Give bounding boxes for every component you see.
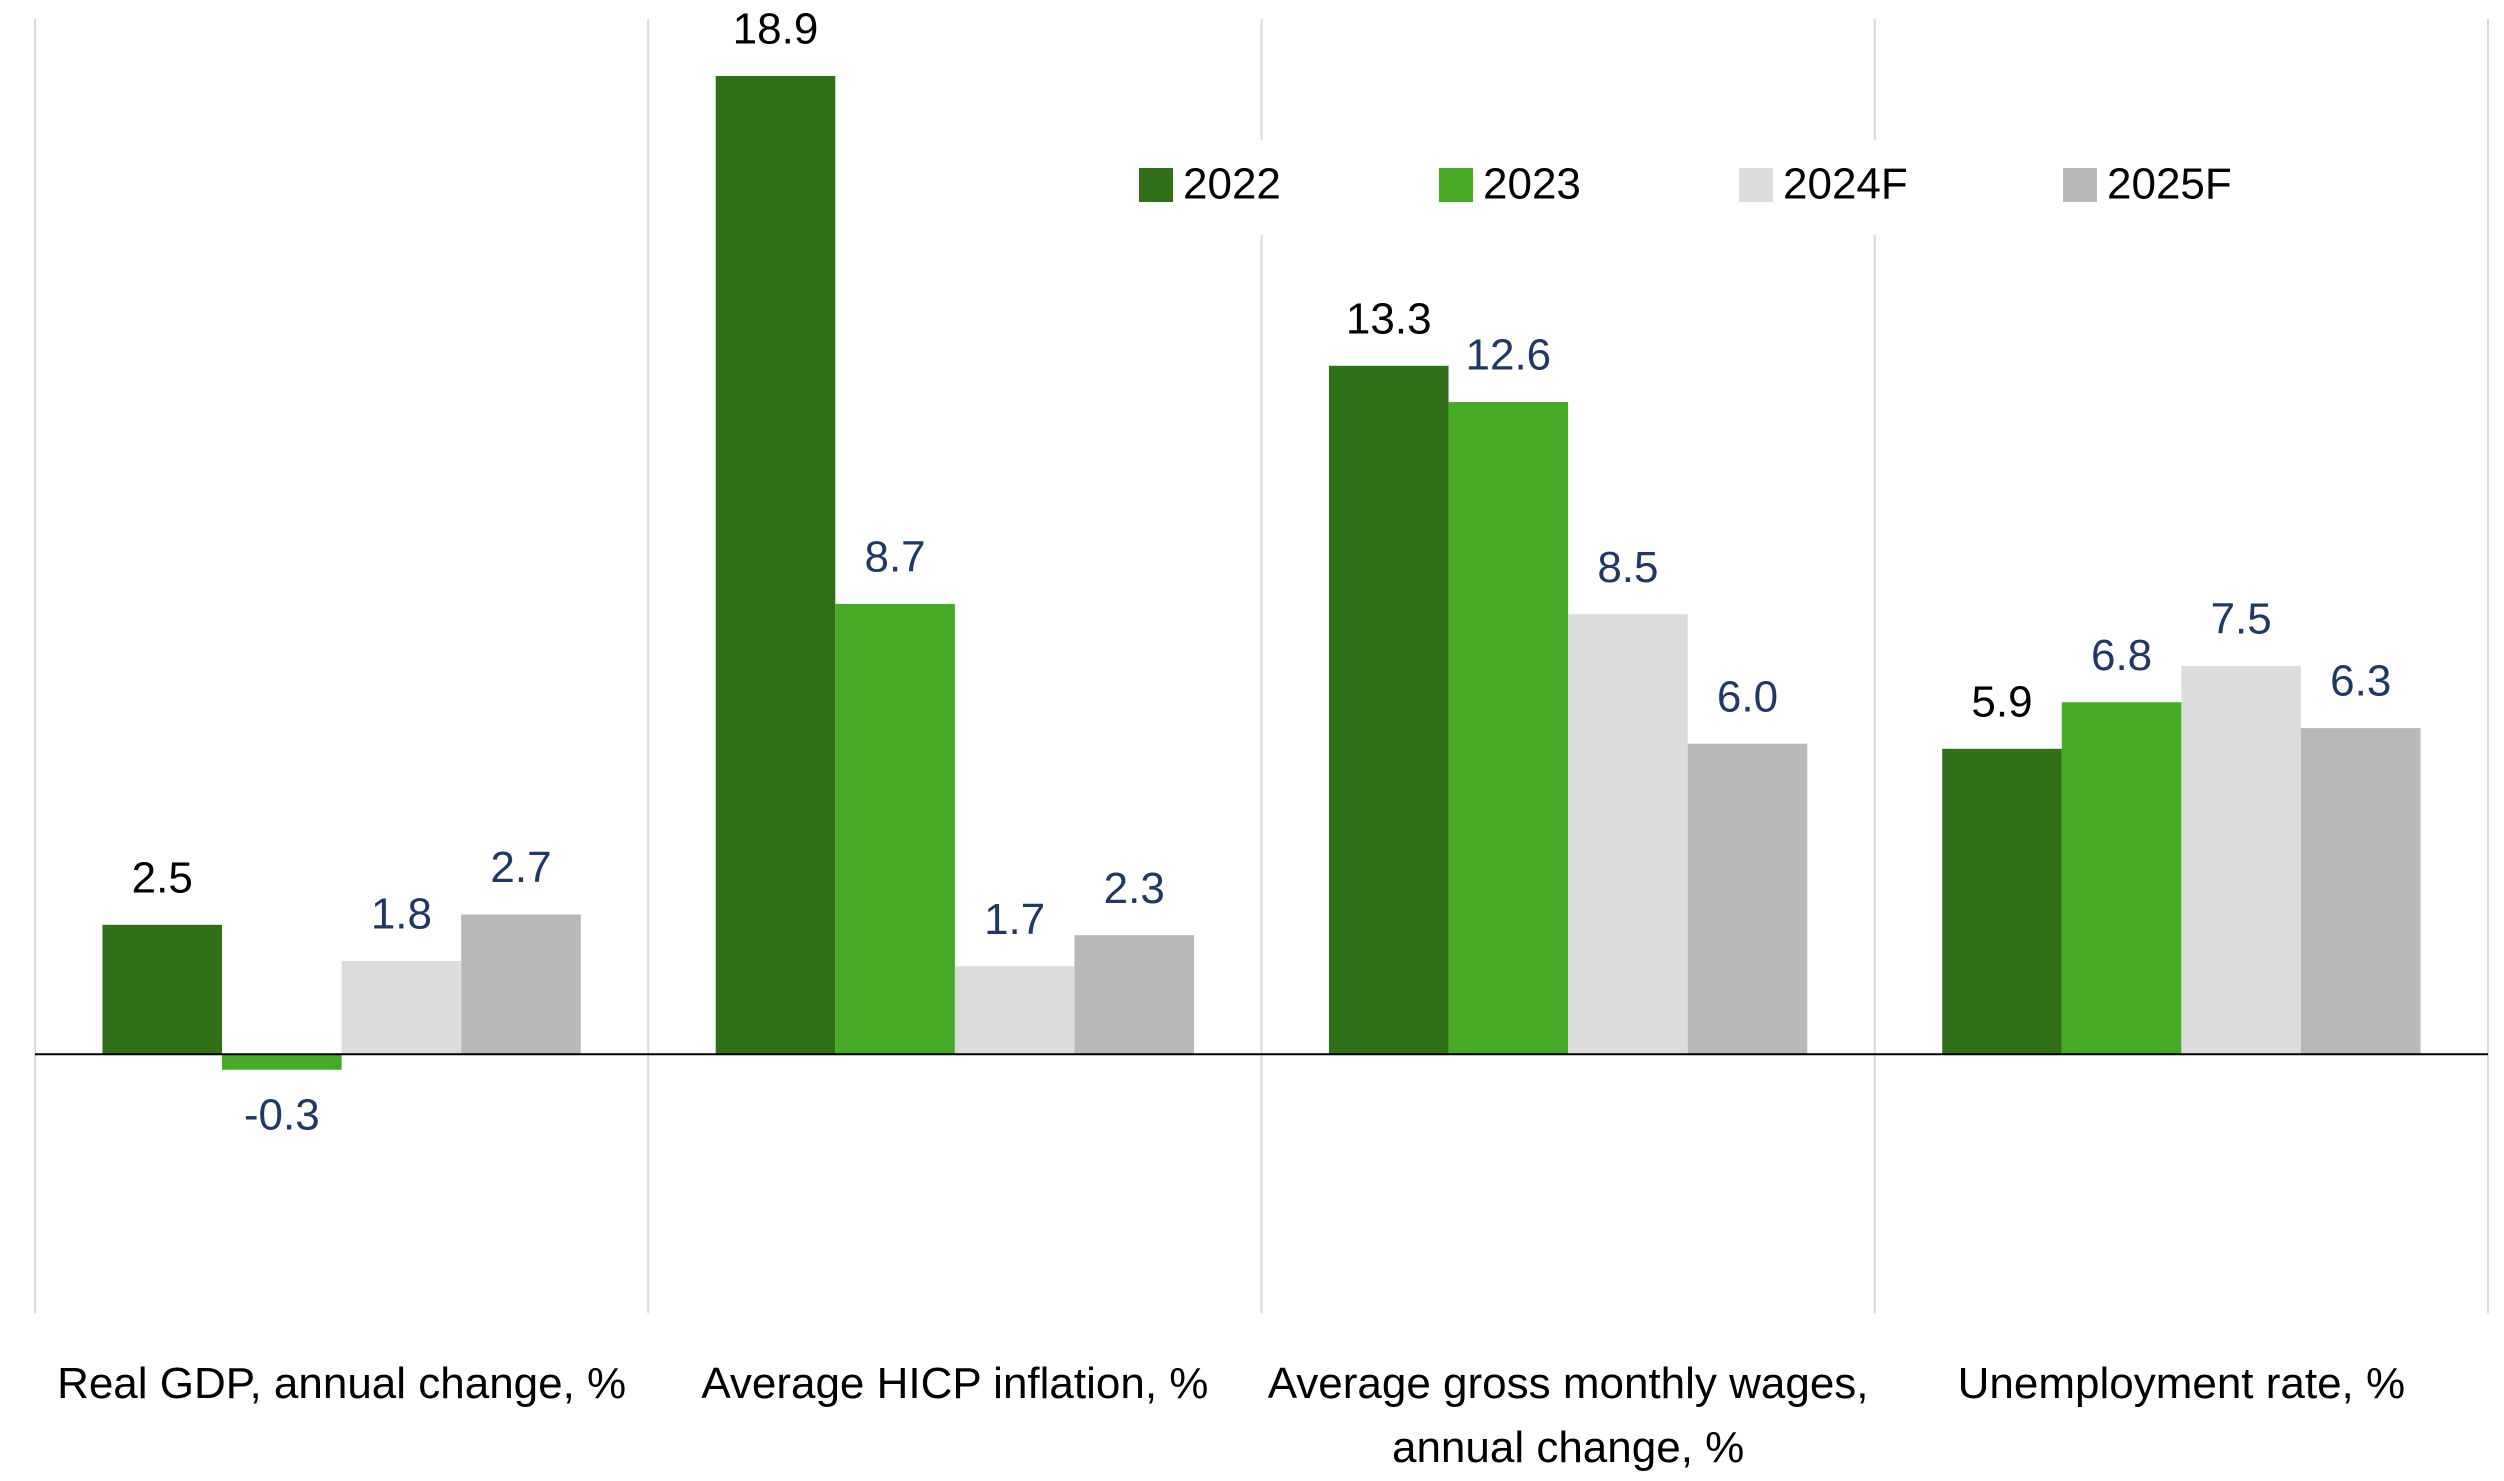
data-label: 7.5 (2211, 595, 2272, 644)
bar (102, 924, 223, 1055)
legend-label: 2023 (1483, 160, 1581, 209)
data-label: 6.0 (1717, 672, 1778, 721)
bar (2061, 702, 2182, 1055)
bar (1568, 614, 1688, 1055)
data-label: 2.3 (1104, 864, 1165, 913)
data-label: -0.3 (244, 1090, 320, 1139)
data-label: 5.9 (1971, 677, 2032, 726)
legend-swatch (1739, 168, 1773, 202)
data-label: 8.7 (864, 533, 925, 582)
bar (2300, 728, 2421, 1055)
data-label: 2.7 (490, 843, 551, 892)
legend-swatch (1139, 168, 1173, 202)
bar (1942, 748, 2062, 1055)
category-label: Average HICP inflation, % (701, 1359, 1209, 1408)
legend-swatch (2063, 168, 2097, 202)
data-label: 6.8 (2091, 631, 2152, 680)
data-label: 8.5 (1597, 543, 1658, 592)
data-label: 18.9 (733, 5, 819, 54)
bar (2181, 666, 2301, 1055)
bar (954, 966, 1075, 1055)
legend-swatch (1439, 168, 1473, 202)
legend-label: 2024F (1783, 160, 1908, 209)
bar (1328, 365, 1449, 1055)
bar (222, 1054, 342, 1070)
bar (341, 961, 462, 1055)
bar (1448, 402, 1569, 1055)
bar (461, 914, 581, 1055)
data-label: 1.7 (984, 895, 1045, 944)
data-label: 6.3 (2330, 657, 2391, 706)
category-label: Real GDP, annual change, % (57, 1359, 627, 1408)
legend-label: 2022 (1183, 160, 1281, 209)
data-label: 2.5 (132, 853, 193, 902)
bar (1074, 935, 1195, 1055)
bar (715, 75, 836, 1055)
category-label: Average gross monthly wages, annual chan… (1267, 1359, 1869, 1472)
bar (835, 603, 955, 1055)
data-label: 12.6 (1466, 331, 1552, 380)
legend-label: 2025F (2107, 160, 2232, 209)
category-label: Unemployment rate, % (1957, 1359, 2406, 1408)
data-label: 1.8 (371, 890, 432, 939)
data-label: 13.3 (1346, 294, 1432, 343)
bar (1687, 743, 1808, 1055)
